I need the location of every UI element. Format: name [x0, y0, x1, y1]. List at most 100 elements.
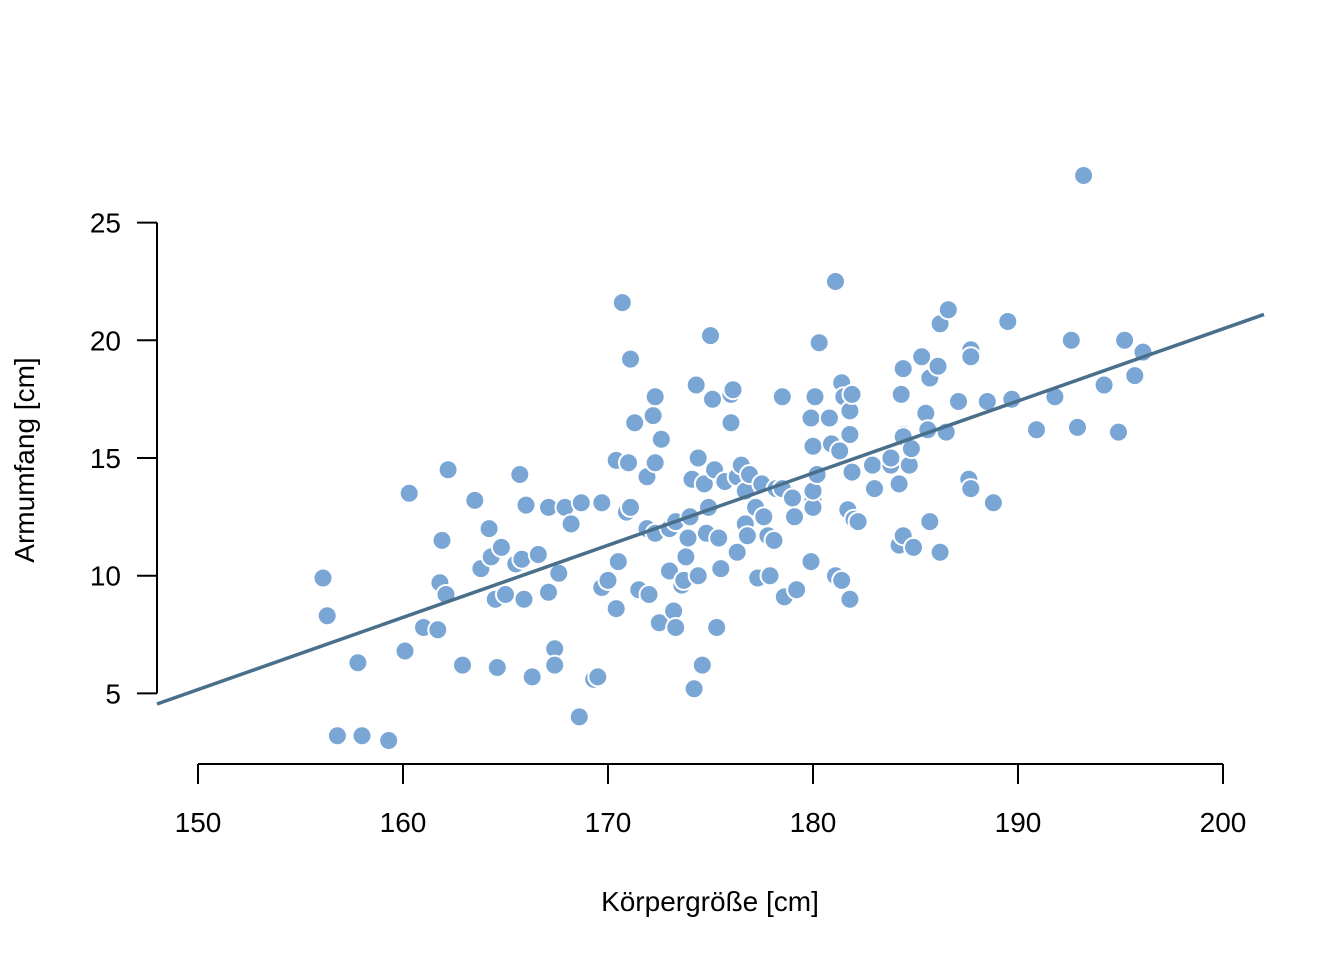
data-point: [839, 588, 861, 610]
data-point: [513, 588, 535, 610]
data-point: [521, 666, 543, 688]
data-point: [802, 435, 824, 457]
y-tick-label: 5: [105, 678, 121, 709]
data-point: [644, 386, 666, 408]
data-point: [527, 544, 549, 565]
data-point: [784, 506, 805, 528]
data-point: [759, 565, 781, 587]
data-point: [841, 461, 863, 483]
x-tick-label: 190: [995, 807, 1042, 838]
data-point: [911, 346, 933, 368]
data-point: [847, 511, 869, 533]
data-point: [708, 527, 730, 549]
data-point: [782, 487, 803, 509]
data-point: [892, 358, 914, 380]
data-point: [638, 584, 660, 605]
data-point: [431, 529, 453, 551]
data-point: [771, 386, 793, 408]
x-tick-label: 160: [380, 807, 427, 838]
x-axis-title: Körpergröße [cm]: [601, 886, 819, 917]
data-point: [515, 494, 537, 516]
data-point: [1067, 416, 1088, 438]
data-point: [495, 584, 516, 605]
data-point: [544, 654, 566, 676]
data-point: [800, 407, 822, 429]
data-point: [591, 492, 613, 514]
data-point: [890, 383, 912, 405]
data-point: [538, 581, 559, 603]
data-point: [948, 391, 969, 412]
data-point: [808, 332, 830, 354]
data-point: [452, 654, 473, 676]
data-point: [880, 447, 902, 469]
data-point: [1073, 165, 1095, 186]
points-layer: [312, 165, 1154, 751]
data-point: [997, 311, 1019, 332]
data-point: [786, 579, 808, 601]
y-tick-label: 20: [90, 325, 121, 356]
data-point: [919, 511, 941, 533]
data-point: [888, 473, 910, 495]
data-point: [620, 348, 641, 370]
data-point: [675, 546, 697, 568]
data-point: [1108, 421, 1129, 443]
data-point: [683, 678, 705, 700]
data-point: [710, 558, 732, 580]
data-point: [347, 652, 369, 674]
data-point: [478, 518, 500, 540]
data-point: [720, 412, 742, 434]
data-point: [903, 536, 924, 558]
data-point: [570, 492, 592, 514]
data-point: [831, 569, 853, 591]
x-tick-label: 170: [585, 807, 632, 838]
data-point: [937, 299, 959, 321]
data-point: [659, 560, 680, 582]
data-point: [804, 386, 826, 408]
data-point: [398, 482, 420, 504]
data-point: [960, 478, 982, 500]
data-point: [722, 379, 744, 401]
data-point: [464, 489, 486, 511]
data-point: [394, 640, 416, 662]
data-point: [685, 374, 707, 396]
data-point: [693, 473, 715, 495]
data-point: [691, 654, 713, 676]
data-point: [486, 657, 508, 678]
x-tick-label: 200: [1200, 807, 1247, 838]
data-point: [312, 567, 334, 589]
x-tick-label: 150: [175, 807, 222, 838]
data-point: [624, 412, 646, 434]
data-point: [825, 271, 846, 292]
data-point: [1124, 365, 1146, 387]
y-axis: 5 10 15 20 25: [90, 208, 158, 709]
data-point: [929, 541, 951, 563]
data-point: [351, 725, 373, 747]
data-point: [642, 405, 664, 427]
data-point: [427, 619, 449, 641]
data-point: [818, 407, 840, 429]
data-point: [587, 666, 609, 688]
data-point: [618, 452, 639, 474]
data-point: [316, 605, 338, 627]
data-point: [862, 454, 883, 476]
data-point: [982, 492, 1004, 514]
data-point: [605, 598, 627, 620]
data-point: [437, 459, 459, 481]
y-tick-label: 10: [90, 561, 121, 592]
data-point: [620, 496, 641, 518]
data-point: [687, 447, 709, 469]
data-point: [607, 551, 629, 573]
data-point: [597, 569, 619, 591]
data-point: [1060, 329, 1082, 351]
y-tick-label: 25: [90, 208, 121, 239]
data-point: [736, 525, 758, 547]
data-point: [763, 529, 785, 551]
y-tick-label: 15: [90, 443, 121, 474]
data-point: [1114, 329, 1136, 351]
y-axis-title: Armumfang [cm]: [9, 357, 40, 562]
data-point: [864, 478, 885, 500]
x-axis: 150 160 170 180 190 200: [175, 763, 1247, 838]
data-point: [560, 513, 582, 535]
data-point: [326, 725, 348, 747]
